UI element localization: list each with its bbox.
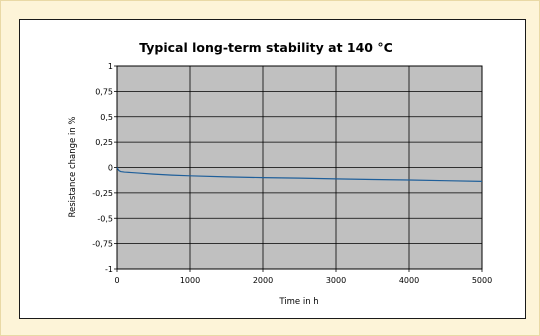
chart-title: Typical long-term stability at 140 °C — [139, 40, 393, 55]
y-tick-label: 0,5 — [100, 113, 113, 122]
y-tick-label: -0,75 — [92, 240, 113, 249]
series-group — [116, 167, 483, 183]
y-axis-label: Resistance change in % — [68, 116, 78, 217]
y-axis-ticks: 1 0,75 0,5 0,25 0 -0,25 -0,5 -0,75 -1 — [92, 62, 117, 274]
x-tick-label: 5000 — [472, 276, 492, 285]
y-tick-label: 0,25 — [95, 138, 113, 147]
y-tick-label: 0 — [108, 164, 113, 173]
y-tick-label: 0,75 — [95, 87, 113, 96]
y-tick-label: 1 — [108, 62, 113, 71]
y-tick-label: -1 — [105, 265, 113, 274]
x-axis-ticks: 0 1000 2000 3000 4000 5000 — [114, 269, 492, 285]
chart-svg: Typical long-term stability at 140 °C 10… — [68, 40, 492, 307]
x-tick-label: 2000 — [253, 276, 273, 285]
y-tick-label: -0,5 — [97, 214, 113, 223]
x-tick-label: 0 — [114, 276, 119, 285]
x-tick-label: 1000 — [180, 276, 200, 285]
x-tick-label: 3000 — [326, 276, 346, 285]
series-line — [116, 167, 483, 183]
x-tick-label: 4000 — [399, 276, 419, 285]
y-tick-label: -0,25 — [92, 189, 113, 198]
x-axis-label: Time in h — [278, 297, 318, 307]
